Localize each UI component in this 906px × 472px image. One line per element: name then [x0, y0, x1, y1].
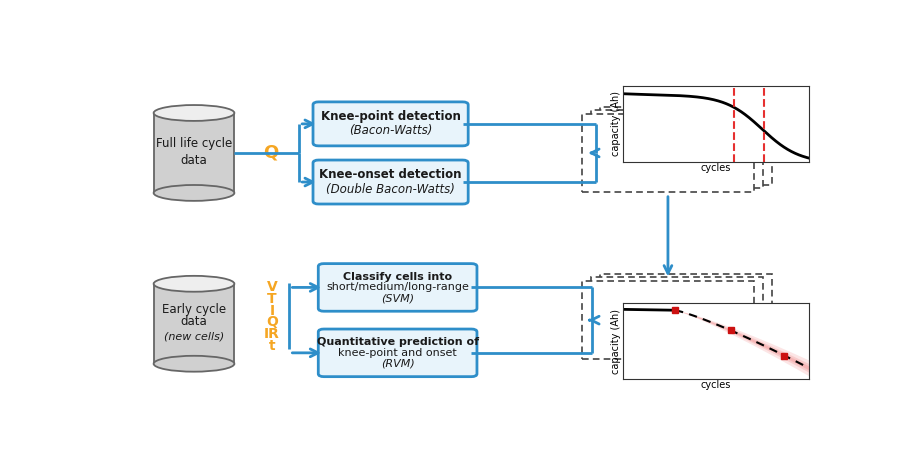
- Bar: [154, 113, 235, 193]
- Text: (Bacon-Watts): (Bacon-Watts): [349, 125, 432, 137]
- Bar: [582, 281, 754, 359]
- X-axis label: cycles: cycles: [700, 163, 731, 173]
- Y-axis label: capacity (Ah): capacity (Ah): [612, 92, 622, 156]
- Ellipse shape: [154, 276, 235, 292]
- Text: Early cycle: Early cycle: [162, 303, 226, 316]
- Text: Q: Q: [264, 144, 279, 162]
- Text: Full life cycle: Full life cycle: [156, 137, 232, 151]
- Text: Knee-onset detection: Knee-onset detection: [319, 169, 462, 181]
- Text: V: V: [266, 280, 277, 295]
- Bar: [591, 278, 763, 355]
- Bar: [591, 110, 763, 188]
- Ellipse shape: [154, 105, 235, 121]
- Text: data: data: [180, 154, 207, 167]
- Bar: [600, 107, 772, 185]
- Text: (Double Bacon-Watts): (Double Bacon-Watts): [326, 183, 455, 195]
- Text: Q: Q: [266, 315, 278, 329]
- FancyBboxPatch shape: [318, 329, 477, 377]
- Text: (new cells): (new cells): [164, 331, 224, 341]
- FancyBboxPatch shape: [318, 264, 477, 311]
- FancyBboxPatch shape: [313, 102, 468, 146]
- Text: IR: IR: [264, 327, 280, 341]
- Text: Knee-point detection: Knee-point detection: [321, 110, 460, 123]
- Y-axis label: capacity (Ah): capacity (Ah): [612, 309, 622, 373]
- Bar: [154, 284, 235, 364]
- Text: (SVM): (SVM): [381, 293, 414, 303]
- Text: t: t: [268, 338, 275, 353]
- Bar: [600, 274, 772, 352]
- Text: short/medium/long-range: short/medium/long-range: [326, 282, 469, 293]
- Text: knee-point and onset: knee-point and onset: [338, 348, 457, 358]
- FancyBboxPatch shape: [313, 160, 468, 204]
- Text: T: T: [267, 292, 276, 306]
- Text: I: I: [269, 303, 275, 318]
- X-axis label: cycles: cycles: [700, 380, 731, 390]
- Bar: [582, 114, 754, 192]
- Text: (RVM): (RVM): [381, 359, 415, 369]
- Ellipse shape: [154, 185, 235, 201]
- Text: Classify cells into: Classify cells into: [343, 272, 452, 282]
- Text: data: data: [180, 315, 207, 329]
- Ellipse shape: [154, 356, 235, 371]
- Text: Quantitative prediction of: Quantitative prediction of: [316, 337, 478, 347]
